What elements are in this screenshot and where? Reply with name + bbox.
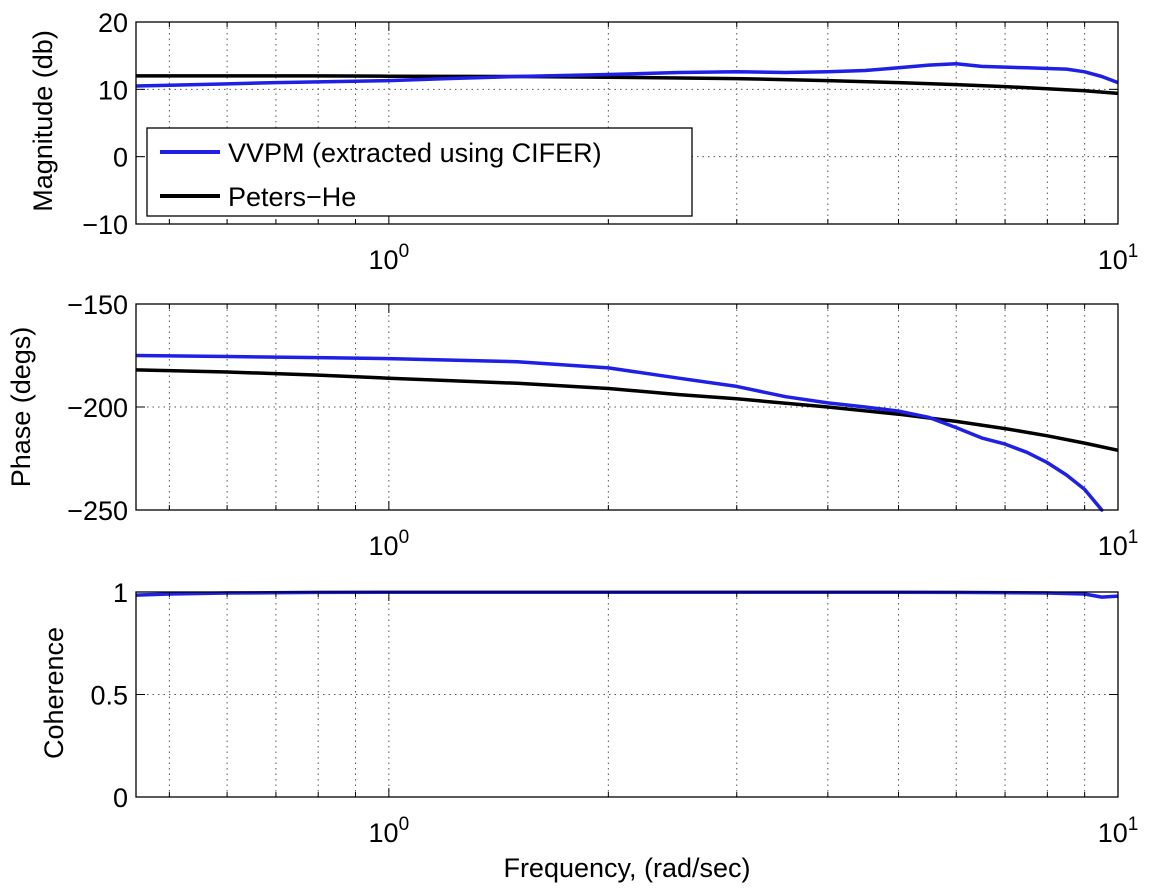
phase-x-tick-label: 101 [1098,527,1139,561]
phase-y-tick-label: −150 [67,290,128,320]
magnitude-y-tick-label: 10 [98,75,128,105]
coherence-panel: 0 0.5 1 100 101 Coherence [39,578,1138,848]
phase-y-tick-label: −200 [67,393,128,423]
coherence-y-tick-label: 1 [113,578,128,608]
coherence-x-tick-label: 101 [1098,814,1139,848]
phase-panel: −250 −200 −150 100 101 Phase (degs) [6,290,1138,561]
legend-label-peters-he: Peters−He [228,182,356,212]
coherence-x-tick-label: 100 [369,814,410,848]
legend: VVPM (extracted using CIFER) Peters−He [146,127,693,217]
magnitude-lines [136,61,1118,96]
coherence-y-tick-label: 0.5 [90,681,128,711]
phase-ticks: −250 −200 −150 100 101 [67,290,1138,561]
phase-lines [136,353,1118,512]
coherence-ylabel: Coherence [39,627,69,759]
legend-box [146,127,693,217]
coherence-ticks: 0 0.5 1 100 101 [90,578,1138,848]
magnitude-series-peters-he-line [136,74,1118,96]
phase-x-tick-label: 100 [369,527,410,561]
magnitude-x-tick-label: 100 [369,241,410,275]
coherence-grid [136,592,1118,797]
phase-ylabel: Phase (degs) [6,327,36,488]
phase-grid [136,304,1118,510]
x-axis-label: Frequency, (rad/sec) [503,853,750,883]
magnitude-series-vvpm-line [136,61,1118,88]
magnitude-axes-frame [135,21,1119,225]
phase-y-tick-label: −250 [67,496,128,526]
coherence-y-tick-label: 0 [113,783,128,813]
phase-series-peters-he-line [136,368,1118,453]
legend-label-vvpm: VVPM (extracted using CIFER) [228,138,602,168]
magnitude-ticks: −10 0 10 20 100 101 [82,8,1138,275]
magnitude-panel: −10 0 10 20 100 101 Magnitude (db) VVPM (extr… [28,8,1138,275]
magnitude-y-tick-label: −10 [82,210,128,240]
magnitude-y-tick-label: 20 [98,8,128,38]
magnitude-x-tick-label: 101 [1098,241,1139,275]
magnitude-y-tick-label: 0 [113,143,128,173]
magnitude-ylabel: Magnitude (db) [28,30,58,212]
phase-series-vvpm-line [136,353,1104,512]
